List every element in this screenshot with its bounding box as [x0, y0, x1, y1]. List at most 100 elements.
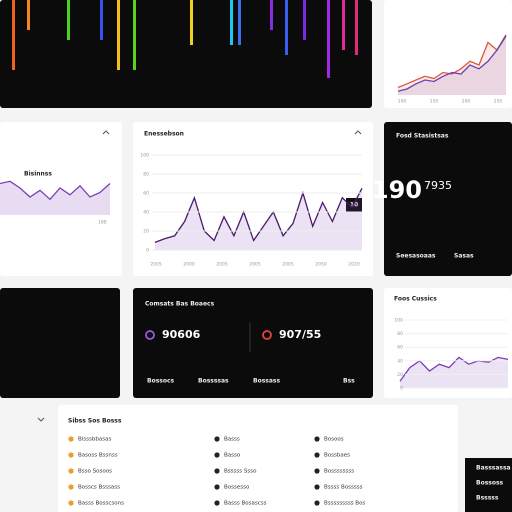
bar	[342, 0, 345, 50]
bar	[133, 0, 136, 70]
bullet	[314, 500, 320, 506]
area	[0, 181, 110, 215]
bar	[327, 0, 330, 78]
card-label: Bisinnss	[24, 171, 52, 178]
metrics-panel	[133, 288, 373, 398]
x-tick-label: 2005	[249, 262, 261, 268]
list-item: Bossesso	[224, 485, 250, 491]
card-title: Comsats Bas Boaecs	[145, 301, 215, 308]
stat-panel	[384, 122, 512, 276]
bullet	[314, 436, 320, 442]
bar	[230, 0, 233, 45]
x-tick-label: 200	[462, 99, 471, 105]
bar	[100, 0, 103, 40]
y-tick-label: 40	[143, 210, 149, 216]
y-tick-label: 40	[397, 358, 403, 364]
chevron	[37, 130, 362, 422]
bar	[238, 0, 241, 45]
x-tick-label: 150	[430, 99, 439, 105]
header-panel	[0, 0, 372, 108]
footer-label: Sasas	[454, 253, 474, 260]
x-tick-label: 2050	[315, 262, 327, 268]
card-title: Fosd Stasistsas	[396, 133, 449, 140]
area	[155, 188, 362, 250]
footer-label: Bss	[343, 378, 355, 385]
bar	[27, 0, 30, 30]
bar	[12, 0, 15, 70]
dark-panel	[0, 288, 120, 398]
corner-item: Basssassa	[476, 465, 511, 472]
x-tick-label: 100	[398, 99, 407, 105]
area	[400, 357, 508, 388]
bar	[190, 0, 193, 45]
y-tick-label: 60	[143, 191, 149, 197]
trend-panel	[384, 0, 512, 108]
bullet	[214, 452, 220, 458]
x-tick-label: 2005	[216, 262, 228, 268]
metric-value: 907/55	[279, 328, 321, 341]
x-tick-label: 2000	[183, 262, 195, 268]
bullet	[314, 468, 320, 474]
y-tick-label: 0	[146, 248, 149, 254]
footer-label: Bossssas	[198, 378, 229, 385]
main-panel	[133, 122, 373, 276]
x-tick-label: 2020	[348, 262, 360, 268]
bar	[303, 0, 306, 40]
bullet	[214, 436, 220, 442]
list-item: Basso	[224, 453, 241, 459]
list-item: Bsso Sosoos	[78, 469, 112, 475]
footer-label: Bossass	[253, 378, 280, 385]
x-tick-label: 2005	[282, 262, 294, 268]
y-tick-label: 20	[397, 372, 403, 378]
footer-label: Bossocs	[147, 378, 175, 385]
bullet	[68, 484, 74, 490]
bullet	[214, 468, 220, 474]
bar	[117, 0, 120, 70]
corner-item: Bsssss	[476, 495, 499, 502]
list-item: Bosscs Bsssass	[78, 485, 120, 491]
list-item: Bosoos	[324, 437, 344, 443]
metric-icon	[145, 330, 155, 340]
bar	[355, 0, 358, 55]
list-item: Bsssss Ssso	[224, 469, 257, 475]
y-tick-label: 80	[143, 172, 149, 178]
bullet	[214, 500, 220, 506]
list-item: Bssss Bosssss	[324, 485, 363, 491]
footer-label: Seesasoaas	[396, 253, 436, 260]
bar	[67, 0, 70, 40]
line	[399, 356, 509, 382]
line	[397, 34, 507, 92]
bullet	[68, 436, 74, 442]
corner-panel	[465, 458, 512, 512]
list-item: Basss Bosscsons	[78, 501, 124, 507]
bullet	[214, 484, 220, 490]
left-panel	[0, 122, 122, 276]
tick-label: 188	[98, 220, 107, 226]
list-item: Basss	[224, 437, 240, 443]
list-panel	[58, 405, 458, 512]
y-tick-label: 100	[140, 153, 149, 159]
bullet	[68, 452, 74, 458]
y-tick-label: 60	[397, 345, 403, 351]
stat-value: 190	[372, 176, 422, 204]
bar	[270, 0, 273, 30]
bullet	[68, 468, 74, 474]
y-tick-label: 100	[394, 318, 403, 324]
y-tick-label: 80	[397, 331, 403, 337]
list-item: Basoss Bssnss	[78, 453, 118, 459]
list-item: Bsssssssss Bos	[324, 501, 365, 507]
corner-item: Bossoss	[476, 480, 504, 487]
metric-icon	[262, 330, 272, 340]
y-tick-label: 20	[143, 229, 149, 235]
x-tick-label: 2005	[150, 262, 162, 268]
line	[397, 36, 507, 89]
list-item: Bossbaes	[324, 453, 350, 459]
y-tick-label: 0	[400, 386, 403, 392]
bullet	[314, 452, 320, 458]
stat-sub: 7935	[424, 179, 452, 192]
bullet	[314, 484, 320, 490]
bullet	[68, 500, 74, 506]
card-title: Sibss Sos Bosss	[68, 418, 122, 425]
